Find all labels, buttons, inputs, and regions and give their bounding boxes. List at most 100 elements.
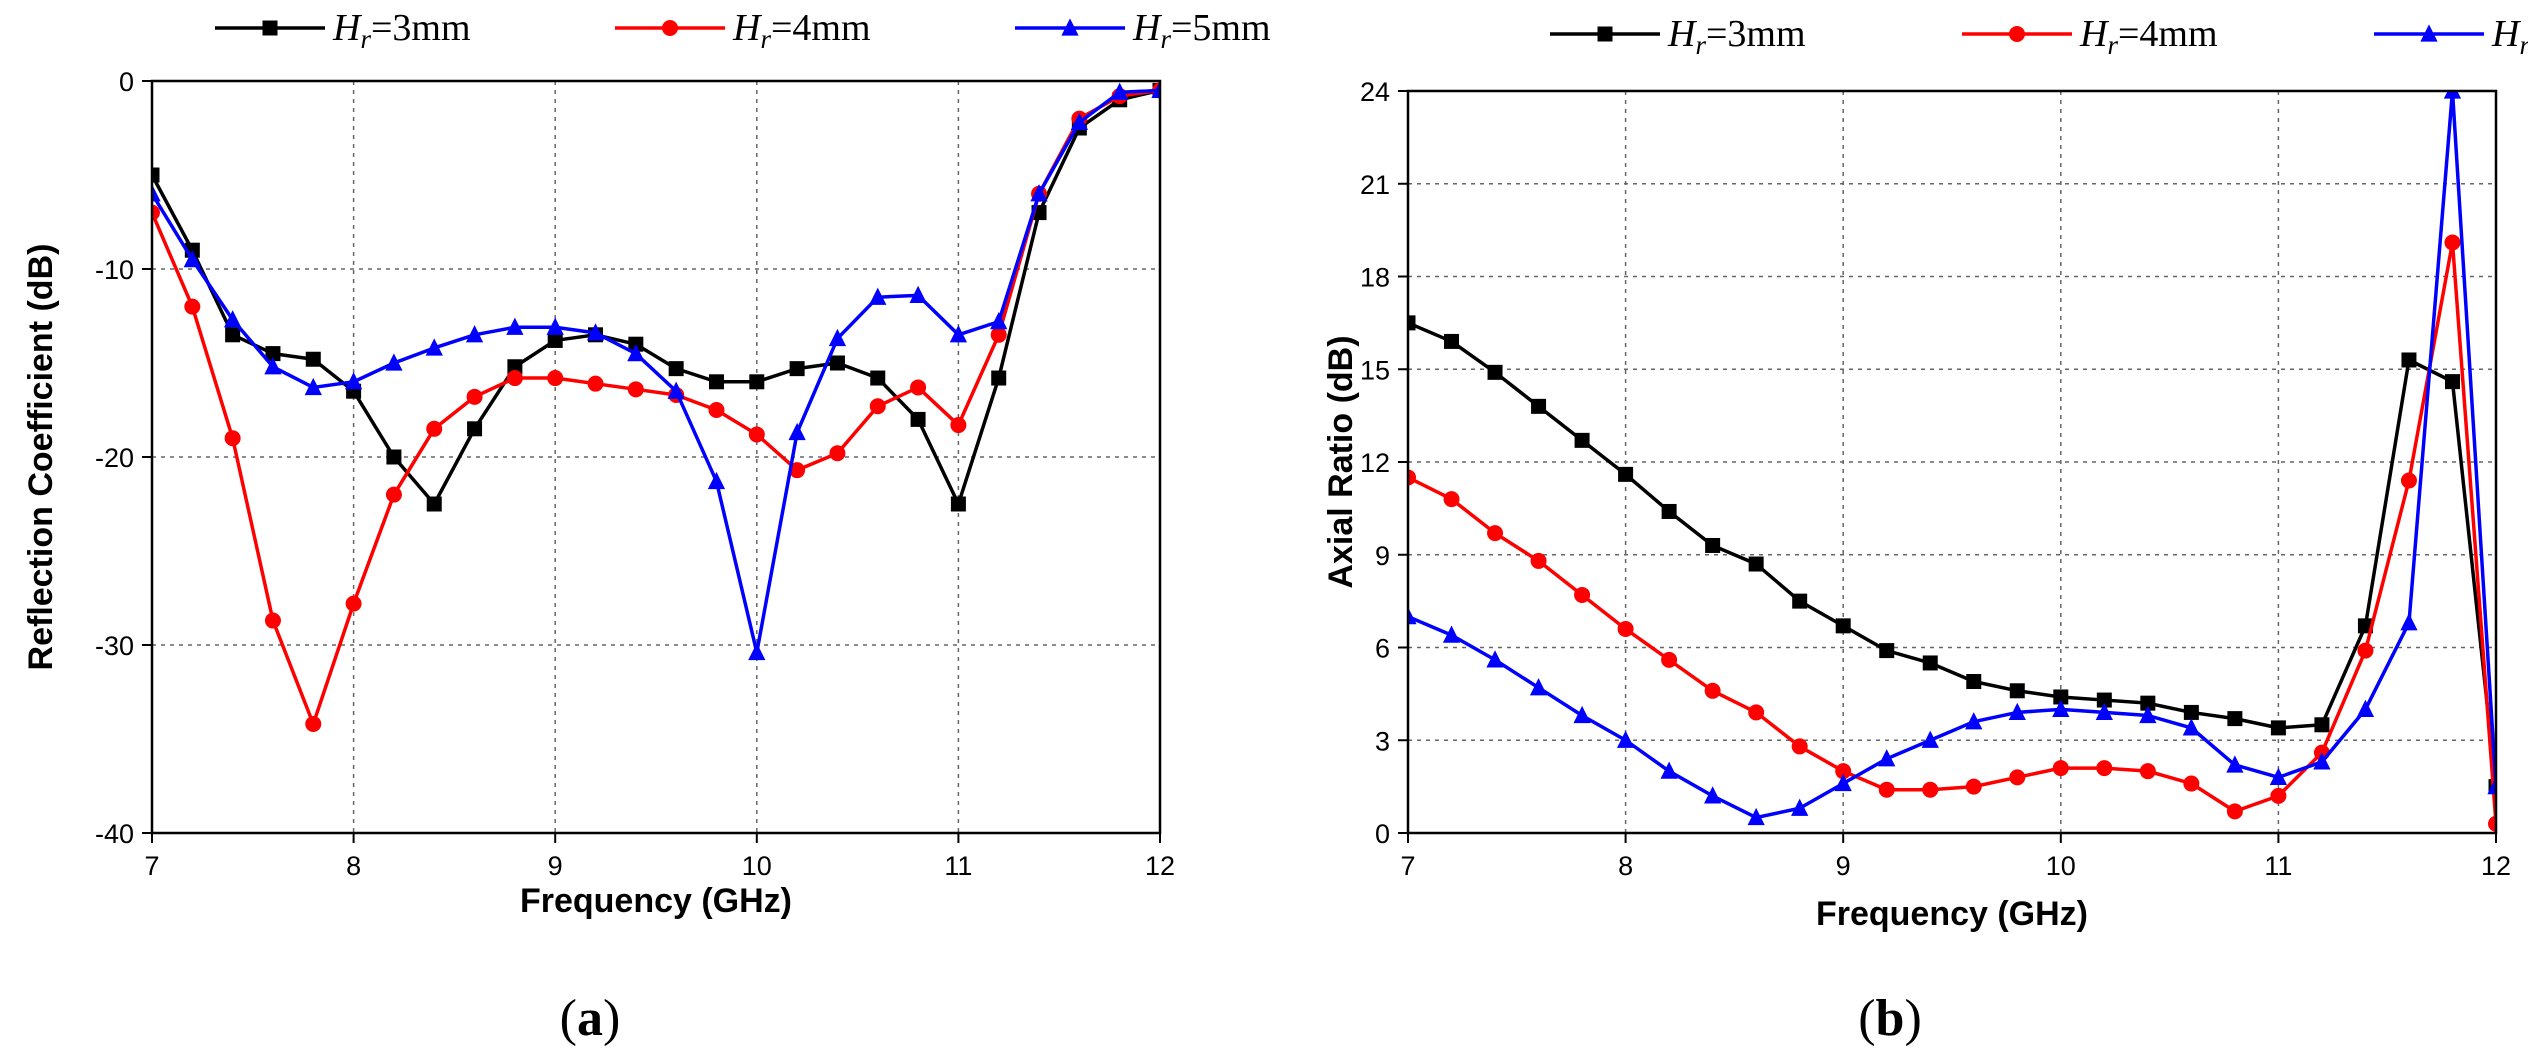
chart-b-series-1-point-22 (2314, 717, 2330, 733)
chart-a-series-2-point-10 (506, 370, 523, 387)
chart-a-series-1-point-19 (870, 370, 886, 386)
chart-b-legend-label-2: Hr=4mm (2079, 13, 2218, 60)
chart-a-series-2-point-2 (184, 298, 201, 315)
chart-a-series-2-point-15 (708, 402, 725, 418)
chart-b-series-2-point-2 (1443, 491, 1460, 508)
chart-a-grid (152, 81, 1160, 833)
chart-b-series-3-point-18 (2139, 705, 2157, 724)
chart-b-ytick-label-9: 9 (1375, 541, 1390, 571)
chart-b-series-1-point-19 (2183, 704, 2199, 720)
chart-b-series-1-point-9 (1748, 556, 1764, 572)
chart-b-xtick-label-7: 7 (1400, 851, 1415, 881)
chart-b-series-2-point-26 (2488, 815, 2496, 832)
chart-a-ytick-label-0: 0 (119, 67, 134, 97)
chart-a-ytick-label--30: -30 (95, 631, 134, 661)
chart-b-series-2-point-1 (1408, 469, 1416, 486)
chart-a-series-2-point-16 (748, 426, 765, 443)
chart-a-series-1-point-5 (305, 351, 321, 367)
chart-a-legend-label-1: Hr=3mm (332, 7, 471, 54)
chart-a-ytick-label--10: -10 (95, 255, 134, 285)
chart-b-series-1-point-12 (1879, 643, 1895, 659)
chart-a-series-1-point-17 (789, 361, 805, 377)
chart-a-series-3-point-21 (949, 325, 968, 343)
chart-b-ytick-label-6: 6 (1375, 634, 1390, 664)
chart-b-series-1 (1408, 315, 2496, 795)
chart-b-series-3-point-19 (2182, 718, 2200, 736)
chart-a-ytick-label--20: -20 (95, 443, 134, 473)
chart-a-ytick-label--40: -40 (95, 819, 134, 849)
chart-b-series-1-point-8 (1705, 537, 1721, 553)
chart-a-series-3-point-18 (828, 328, 847, 347)
chart-a-xtick-label-7: 7 (144, 851, 159, 881)
chart-b-series-3-point-8 (1704, 786, 1722, 804)
chart-b-legend-item-1: Hr=3mm (1550, 13, 1806, 60)
chart-b-series-3-point-26 (2487, 777, 2496, 795)
chart-b-legend-item-3: Hr=5mm (2374, 13, 2528, 60)
chart-b-series-1-point-3 (1487, 364, 1503, 380)
chart-b-series-3-point-14 (1965, 712, 1983, 730)
chart-b-series-1-point-1 (1408, 315, 1416, 331)
chart-b-series-2-point-7 (1661, 651, 1678, 668)
chart-a-series-3-point-25 (1111, 82, 1129, 100)
chart-a-series-3-point-26 (1151, 81, 1160, 99)
chart-a-legend-item-1: Hr=3mm (215, 7, 471, 54)
chart-a-series-2-point-19 (869, 398, 886, 415)
chart-a-series-3 (152, 81, 1160, 661)
chart-a-series-3-point-9 (465, 325, 484, 343)
chart-a-xtick-label-8: 8 (346, 851, 361, 881)
chart-a-series-1-point-16 (749, 374, 765, 390)
chart-a-series-1-point-20 (910, 411, 926, 427)
chart-b-series-2-point-14 (1965, 778, 1982, 795)
chart-b-grid (1408, 91, 2496, 833)
chart-b-series-1-point-10 (1792, 593, 1808, 609)
chart-b-series-3-point-5 (1573, 705, 1591, 724)
chart-a-series-2-point-20 (910, 379, 927, 396)
chart-a-series-3-point-20 (909, 285, 927, 303)
chart-b-series-2-point-9 (1748, 704, 1765, 721)
chart-a-legend-swatch-marker-3 (1061, 18, 1079, 36)
chart-b-series-3 (1408, 91, 2496, 826)
chart-a-series-2-point-9 (466, 388, 483, 405)
chart-b-legend-swatch-marker-3 (2420, 24, 2438, 42)
chart-a-series-3-point-15 (707, 471, 726, 490)
chart-a-series-1-point-9 (467, 421, 483, 437)
chart-b-ytick-label-21: 21 (1360, 170, 1390, 200)
chart-a-series-2-point-12 (587, 375, 604, 392)
chart-a-series-1-point-22 (991, 370, 1007, 386)
chart-b-series-2-point-5 (1574, 586, 1591, 603)
chart-a-y-axis-title: Reflection Coefficient (dB) (22, 244, 60, 671)
chart-b-series-3-point-17 (2095, 702, 2113, 721)
chart-a-series-2-line (152, 88, 1160, 726)
chart-b-series-1-point-16 (2053, 689, 2069, 705)
chart-a-series-3-point-7 (385, 353, 403, 371)
chart-a-series-2-point-11 (547, 370, 564, 387)
chart-b-y-axis-title: Axial Ratio (dB) (1322, 335, 1360, 588)
chart-b-series-3-point-6 (1616, 730, 1635, 748)
chart-a-series-3-point-22 (990, 312, 1008, 330)
chart-a-series-3-point-5 (304, 377, 322, 396)
chart-a-series-1-point-21 (950, 496, 966, 512)
chart-a-series-2-point-5 (305, 715, 322, 732)
chart-b-series-3-point-1 (1408, 606, 1417, 625)
chart-a-series-2-point-6 (345, 595, 362, 612)
chart-b-x-axis-title: Frequency (GHz) (1816, 895, 2088, 933)
chart-b-series-3-point-3 (1486, 650, 1504, 668)
chart-b-series-3-point-4 (1529, 678, 1548, 696)
chart-b-series-2-point-25 (2444, 234, 2461, 251)
chart-a-series-2-point-1 (152, 204, 160, 221)
chart-a-panel-label: (a) (560, 990, 621, 1047)
chart-b-series-2-point-13 (1922, 781, 1939, 798)
chart-a-series-3-point-13 (627, 343, 645, 362)
chart-b-series-2-point-15 (2009, 769, 2026, 786)
chart-a-series-1-point-18 (829, 355, 845, 371)
chart-a-xtick-label-10: 10 (742, 851, 772, 881)
chart-b-series-3-point-20 (2226, 755, 2244, 773)
chart-b-series-1-point-2 (1444, 333, 1460, 349)
chart-a-series-3-point-12 (586, 323, 605, 341)
chart-b-xtick-label-11: 11 (2264, 851, 2292, 881)
chart-b-series-3-point-21 (2269, 767, 2288, 785)
chart-a-series-2-point-13 (627, 381, 644, 398)
chart-a-xtick-label-11: 11 (944, 851, 972, 881)
chart-a-x-axis-title: Frequency (GHz) (520, 882, 792, 920)
chart-b-series-1-point-14 (1966, 674, 1982, 690)
